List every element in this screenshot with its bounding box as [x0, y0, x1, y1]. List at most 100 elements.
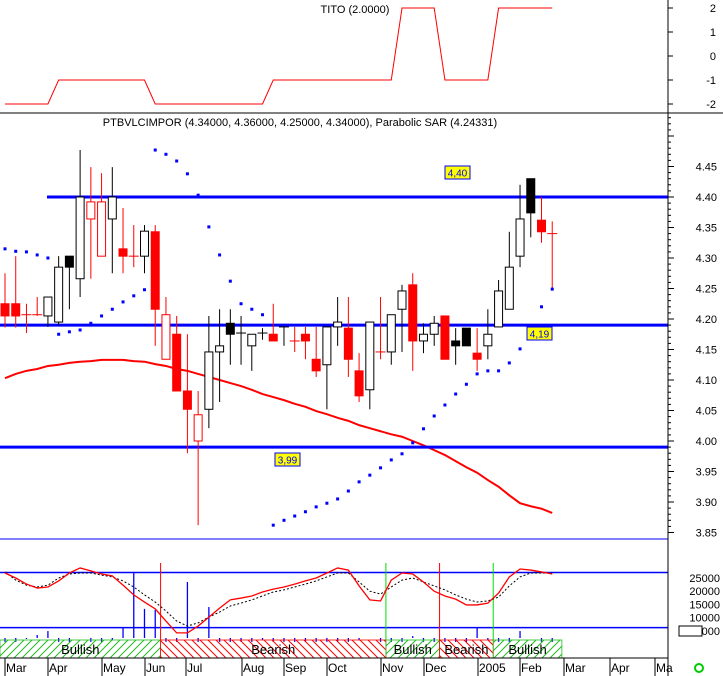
sar-dot — [379, 466, 383, 470]
candle-body — [451, 340, 461, 347]
x-axis-label: Oct — [328, 661, 347, 675]
price-tick-label: 4.45 — [696, 162, 717, 174]
trend-band-label: Bullish — [394, 642, 432, 657]
candle — [54, 256, 64, 326]
candle-body — [43, 296, 53, 317]
sar-dot — [507, 361, 511, 365]
sar-dot — [164, 152, 168, 156]
candle-body — [365, 321, 375, 391]
sar-dot — [3, 247, 7, 251]
candle — [429, 315, 439, 346]
sar-dot — [175, 159, 179, 163]
sar-dot — [14, 249, 18, 253]
candle-body — [225, 322, 235, 335]
sar-dot — [368, 473, 372, 477]
sar-dot — [293, 514, 297, 518]
candle — [128, 225, 139, 268]
candle — [75, 150, 85, 298]
price-tick-label: 4.00 — [696, 436, 717, 448]
oscillator-tick-label: 15000 — [689, 599, 720, 611]
candle-body — [504, 266, 514, 310]
candle-body — [440, 315, 450, 360]
candle — [118, 207, 128, 274]
sar-dot — [35, 253, 39, 257]
sar-dot — [132, 294, 136, 298]
candle — [21, 303, 32, 334]
sar-dot — [314, 505, 318, 509]
candle-body — [0, 303, 10, 317]
trend-band-label: Bearish — [251, 642, 295, 657]
sar-dot — [475, 372, 479, 376]
price-tick-label: 4.30 — [696, 253, 717, 265]
sar-dot — [443, 403, 447, 407]
axes: Mar Apr May Jun Jul Aug Sep Oct Nov Dec 2005 Feb Mar… — [0, 0, 673, 676]
x-axis-label: Apr — [49, 661, 68, 675]
candle-body — [161, 314, 171, 360]
sar-dot — [432, 414, 436, 418]
sar-dot — [303, 510, 307, 514]
level-label-box — [274, 452, 301, 467]
candle — [182, 334, 192, 454]
candle-body — [107, 196, 117, 220]
candle — [215, 309, 225, 402]
candle — [64, 255, 74, 310]
x-axis-label: Dec — [425, 661, 446, 675]
sar-dot — [336, 497, 340, 501]
sar-dot — [228, 279, 232, 283]
candle — [247, 333, 257, 371]
candle — [418, 323, 428, 354]
trend-band-label: Bullish — [508, 642, 546, 657]
tito-title: TITO (2.0000) — [321, 4, 390, 16]
sar-dot — [100, 314, 104, 318]
x-axis-label: Sep — [285, 661, 307, 675]
candle — [333, 297, 343, 346]
candle-body — [139, 230, 149, 257]
candle — [440, 315, 450, 360]
x-axis-label: Mar — [565, 661, 586, 675]
sar-dot — [518, 347, 522, 351]
candle-body — [537, 219, 546, 233]
candle-body — [461, 327, 471, 347]
sar-dot — [411, 441, 415, 445]
tito-tick-label: 1 — [710, 27, 716, 39]
candle — [204, 315, 214, 429]
candle-body — [150, 231, 160, 310]
sar-dot — [550, 287, 554, 291]
sar-dot — [346, 489, 350, 493]
candle-body — [75, 196, 85, 280]
level-label-box — [526, 326, 553, 341]
candle-body — [418, 333, 428, 342]
candle — [86, 167, 96, 279]
tito-line — [5, 7, 553, 105]
level-label-box — [444, 165, 471, 180]
candle — [515, 184, 525, 268]
candle — [172, 315, 182, 392]
candle-body — [483, 333, 493, 347]
sar-dot — [153, 148, 157, 152]
tito-panel: 2 1 0 -1 -2 — [5, 3, 716, 111]
sar-dot — [57, 332, 61, 336]
candle-body — [515, 218, 525, 257]
candle-body — [300, 333, 310, 342]
candle-body — [182, 390, 192, 410]
price-panel: 4,40 4,19 3,99 3.85 3.90 3.95 4.00 4.05 4.10 4.15… — [0, 117, 717, 540]
sar-dot — [389, 458, 393, 462]
sar-dot — [421, 427, 425, 431]
candle — [537, 197, 546, 243]
candle — [483, 309, 493, 360]
candle — [300, 326, 310, 360]
candle — [107, 167, 117, 274]
x-axis-label: May — [103, 661, 126, 675]
candle — [32, 297, 43, 316]
tito-tick-label: -2 — [706, 99, 716, 111]
sar-dot — [282, 518, 286, 522]
sar-dot — [46, 256, 50, 260]
candle — [547, 221, 558, 289]
price-tick-label: 3.85 — [696, 528, 717, 540]
sar-dot — [185, 172, 189, 176]
candle-body — [386, 314, 396, 353]
candle-body — [172, 333, 182, 392]
price-tick-label: 4.05 — [696, 406, 717, 418]
candle — [311, 326, 321, 377]
